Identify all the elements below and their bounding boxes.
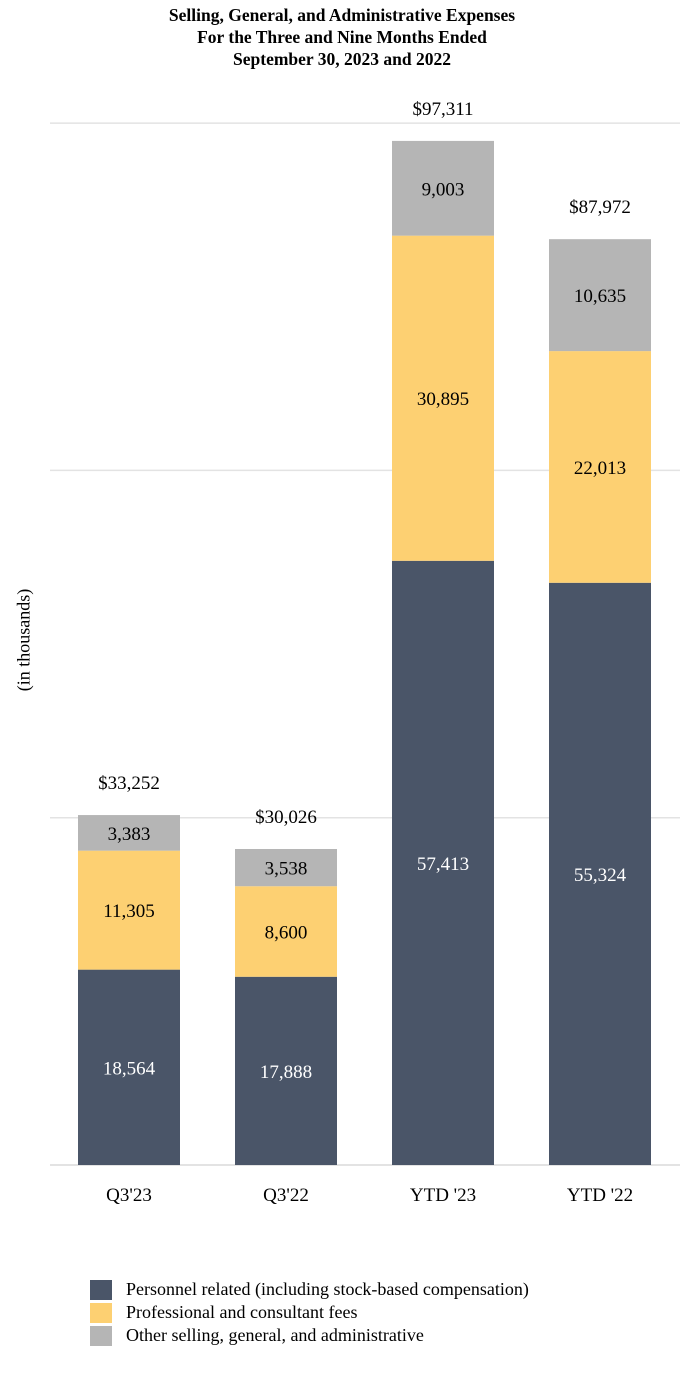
data-label: 3,538 — [265, 859, 308, 880]
bar-segment — [549, 582, 651, 1165]
bar-segment — [392, 235, 494, 561]
legend-label-professional: Professional and consultant fees — [126, 1302, 358, 1322]
chart-title-line-2: For the Three and Nine Months Ended — [197, 27, 487, 47]
data-label: 30,895 — [417, 389, 469, 410]
legend-label-other-sga: Other selling, general, and administrati… — [126, 1325, 424, 1345]
total-label: $30,026 — [255, 807, 317, 828]
data-label: 57,413 — [417, 854, 469, 875]
x-tick-label: Q3'22 — [263, 1185, 309, 1206]
bar-segment — [78, 850, 180, 970]
chart-title: Selling, General, and Administrative Exp… — [0, 4, 684, 70]
legend-item-other-sga: Other selling, general, and administrati… — [90, 1324, 529, 1347]
chart-title-line-1: Selling, General, and Administrative Exp… — [168, 5, 516, 25]
data-label: 18,564 — [103, 1058, 156, 1079]
data-label: 17,888 — [260, 1062, 312, 1083]
bar-segment — [78, 969, 180, 1165]
bar-segment — [235, 849, 337, 887]
data-label: 11,305 — [103, 901, 155, 922]
total-label: $87,972 — [569, 197, 631, 218]
data-label: 22,013 — [574, 458, 626, 479]
legend-label-personnel: Personnel related (including stock-based… — [126, 1279, 529, 1299]
legend-item-personnel: Personnel related (including stock-based… — [90, 1278, 529, 1301]
total-label: $97,311 — [412, 99, 473, 120]
bar-segment — [235, 886, 337, 977]
x-tick-label: YTD '23 — [410, 1185, 476, 1206]
data-label: 10,635 — [574, 286, 626, 307]
x-tick-label: YTD '22 — [567, 1185, 633, 1206]
bar-segment — [549, 351, 651, 583]
bar-segment — [235, 976, 337, 1165]
stacked-bar-chart: 18,564 11,305 3,383 $33,252 Q3'23 17,888 8,600… — [50, 99, 680, 1206]
bar-segment — [392, 560, 494, 1165]
x-tick-label: Q3'23 — [106, 1185, 152, 1206]
legend: Personnel related (including stock-based… — [90, 1278, 529, 1347]
data-label: 55,324 — [574, 865, 627, 886]
total-label: $33,252 — [98, 773, 160, 794]
legend-swatch-other-sga — [90, 1325, 112, 1346]
legend-swatch-personnel — [90, 1279, 112, 1300]
legend-swatch-professional — [90, 1302, 112, 1323]
bar-segment — [549, 239, 651, 352]
data-label: 8,600 — [265, 922, 308, 943]
chart-title-line-3: September 30, 2023 and 2022 — [233, 49, 451, 69]
bar-segment — [78, 815, 180, 851]
data-label: 9,003 — [422, 179, 465, 200]
bar-segment — [392, 140, 494, 236]
data-label: 3,383 — [108, 824, 151, 845]
legend-item-professional: Professional and consultant fees — [90, 1301, 529, 1324]
